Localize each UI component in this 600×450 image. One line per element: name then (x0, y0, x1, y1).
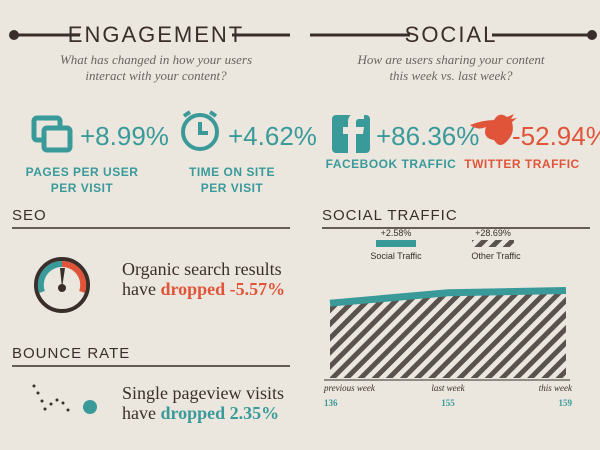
metric-value: +4.62% (228, 121, 317, 151)
x-label: previous week (323, 383, 376, 393)
metric-value: -52.94% (512, 121, 600, 151)
seo-text: have (122, 279, 156, 299)
area-chart: previous week 136 last week 155 this week 159 (323, 287, 573, 408)
question: What has changed in how your users (60, 52, 252, 67)
x-label: this week (539, 383, 573, 393)
metric-label: PER VISIT (51, 181, 114, 195)
bounce-icon (32, 384, 97, 414)
metric-label: TWITTER TRAFFIC (464, 157, 579, 171)
value-label: 159 (559, 398, 573, 408)
metric-label: PER VISIT (201, 181, 264, 195)
rule-dot (587, 30, 597, 40)
section-title: ENGAGEMENT (68, 22, 244, 47)
seo-highlight: dropped -5.57% (160, 279, 285, 299)
value-label: 155 (441, 398, 455, 408)
question: How are users sharing your content (357, 52, 545, 67)
legend-name: Other Traffic (471, 251, 521, 261)
section-title: SOCIAL (405, 22, 498, 47)
area (330, 290, 566, 378)
facebook-glyph (343, 113, 364, 153)
line (329, 287, 567, 307)
bounce-highlight: dropped 2.35% (160, 403, 279, 423)
sub-title: BOUNCE RATE (12, 345, 130, 362)
legend-name: Social Traffic (370, 251, 422, 261)
sub-title: SOCIAL TRAFFIC (322, 207, 458, 224)
sub-title: SEO (12, 207, 47, 224)
gauge-icon (34, 257, 90, 313)
rule-dot (9, 30, 19, 40)
pages-icon (31, 115, 73, 153)
seo-text: Organic search results (122, 259, 282, 279)
legend-swatch (472, 240, 514, 247)
metric-label: FACEBOOK TRAFFIC (326, 157, 457, 171)
legend-value: +2.58% (381, 228, 412, 238)
metric-value: +8.99% (80, 121, 169, 151)
question: interact with your content? (85, 68, 227, 83)
x-label: last week (431, 383, 465, 393)
seo-text: have dropped -5.57% (122, 279, 285, 299)
twitter-icon (470, 114, 517, 145)
legend-value: +28.69% (475, 228, 511, 238)
metric-label: PAGES PER USER (26, 165, 139, 179)
bounce-text: Single pageview visits (122, 383, 284, 403)
metric-value: +86.36% (376, 121, 479, 151)
value-label: 136 (324, 398, 338, 408)
clock-icon (181, 110, 219, 151)
legend-swatch (376, 240, 416, 247)
bounce-text: have (122, 403, 156, 423)
metric-label: TIME ON SITE (189, 165, 275, 179)
question: this week vs. last week? (389, 68, 513, 83)
bounce-text: have dropped 2.35% (122, 403, 279, 423)
